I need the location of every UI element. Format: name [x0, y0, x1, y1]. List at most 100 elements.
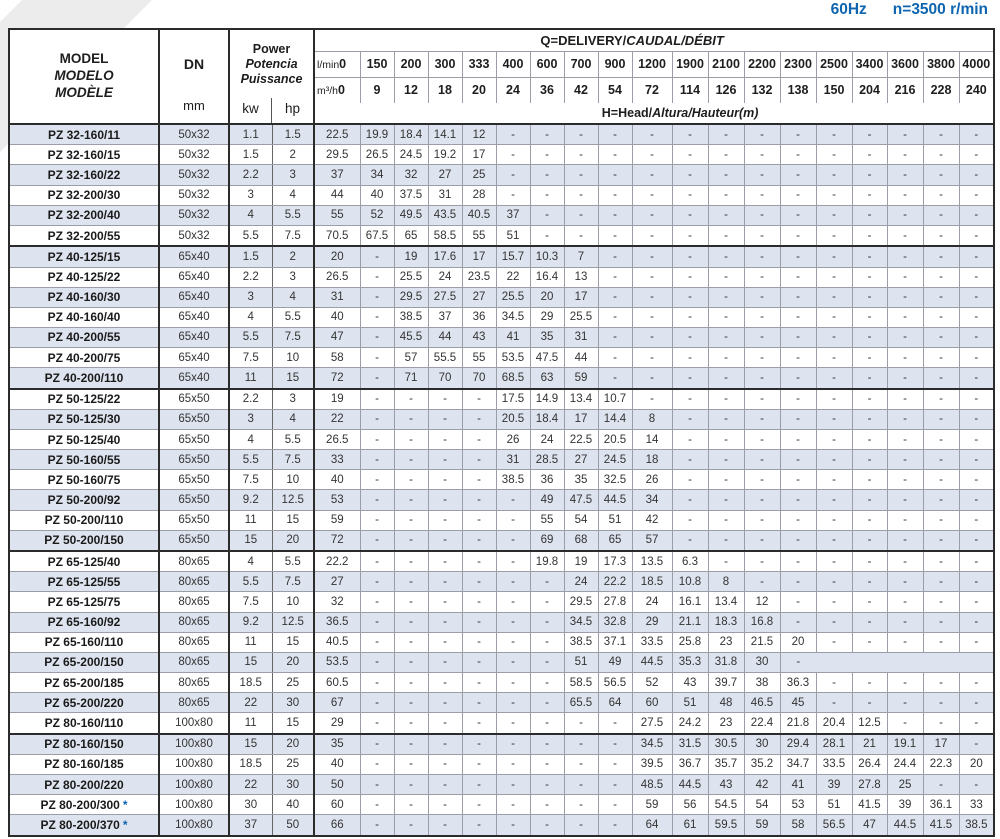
pump-performance-table: MODEL MODELO MODÈLE DN mm Power Potencia… — [8, 28, 996, 837]
head-value-cell: - — [851, 205, 887, 226]
head-value-cell: - — [815, 672, 852, 694]
head-value-cell: 29 — [631, 612, 672, 633]
head-value-cell: - — [495, 814, 530, 837]
head-value-cell: - — [707, 144, 744, 166]
head-value-cell: 27 — [313, 571, 360, 593]
head-value-cell: - — [427, 652, 462, 674]
head-value-cell: - — [359, 530, 394, 552]
head-value-cell: - — [779, 652, 816, 674]
head-value-cell: - — [922, 692, 959, 714]
head-value-cell: - — [743, 124, 780, 146]
head-value-cell: - — [359, 307, 394, 328]
head-value-cell: 25.5 — [393, 267, 428, 288]
table-row: PZ 65-125/75 80x65 7.5 10 32- - - - - -29.5 27.8 24… — [9, 591, 995, 613]
head-value-cell: - — [597, 246, 632, 268]
head-value-cell: 42 — [743, 774, 780, 796]
power-kw-cell: 37 — [229, 814, 273, 837]
head-value-cell: - — [958, 510, 995, 531]
head-value-cell: 28.1 — [815, 733, 852, 755]
head-value-cell: - — [743, 246, 780, 268]
power-kw-cell: 1.1 — [229, 124, 273, 146]
head-value-cell: 13.5 — [631, 550, 672, 573]
head-value-cell: - — [851, 185, 887, 206]
table-row: PZ 80-160/110 100x80 11 15 29- - - - - - - -27.5 24.… — [9, 712, 995, 735]
table-row: PZ 80-200/220 100x80 22 30 50- - - - - - - -48.5 44.… — [9, 774, 995, 796]
head-value-cell: - — [461, 591, 496, 613]
dn-cell: 65x50 — [159, 530, 230, 552]
head-value-cell: - — [597, 267, 632, 288]
head-value-cell: - — [779, 144, 816, 166]
head-value-cell: - — [393, 612, 428, 633]
head-value-cell: - — [886, 632, 923, 653]
head-value-cell: 54 — [743, 794, 780, 816]
model-label-es: MODELO — [54, 68, 114, 84]
head-value-cell: 43 — [707, 774, 744, 796]
head-value-cell: - — [359, 449, 394, 471]
power-hp-cell: 20 — [272, 530, 315, 552]
power-hp-cell: 4 — [272, 185, 315, 206]
head-value-cell: - — [922, 164, 959, 186]
head-value-cell: - — [922, 225, 959, 248]
table-row: PZ 50-200/150 65x50 15 20 72- - - - -69 68 65 57- - -… — [9, 530, 995, 552]
head-value-cell: 26.5 — [313, 429, 360, 451]
head-value-cell: - — [631, 144, 672, 166]
head-value-cell: 59 — [563, 367, 598, 390]
head-value-cell: 47.5 — [529, 347, 564, 369]
head-value-cell: - — [359, 510, 394, 531]
dn-cell: 65x50 — [159, 409, 230, 430]
hp-unit-label: hp — [271, 98, 312, 122]
dn-cell: 65x40 — [159, 287, 230, 308]
m3h-column-header: 216 — [886, 77, 923, 103]
head-value-cell: 31.8 — [707, 652, 744, 674]
head-value-cell: - — [563, 814, 598, 837]
head-value-cell: 30.5 — [707, 733, 744, 755]
head-value-cell: - — [958, 733, 995, 755]
dn-cell: 100x80 — [159, 814, 230, 837]
head-value-cell: - — [393, 692, 428, 714]
head-value-cell: 37 — [495, 205, 530, 226]
lmin-column-header: 333 — [461, 51, 496, 78]
head-value-cell: - — [563, 794, 598, 816]
power-kw-cell: 11 — [229, 632, 273, 653]
power-kw-cell: 22 — [229, 692, 273, 714]
head-value-cell: 36.5 — [313, 612, 360, 633]
dn-cell: 80x65 — [159, 652, 230, 674]
head-value-cell: 14.1 — [427, 124, 462, 146]
dn-cell: 65x40 — [159, 347, 230, 369]
head-value-cell: - — [529, 692, 564, 714]
head-value-cell: - — [631, 267, 672, 288]
head-value-cell: - — [958, 144, 995, 166]
power-hp-cell: 5.5 — [272, 205, 315, 226]
table-row: PZ 40-160/40 65x40 4 5.5 40-38.5 37 36 34.5 29 25… — [9, 307, 995, 328]
model-cell: PZ 80-200/370 * — [9, 814, 160, 837]
head-value-cell: - — [815, 327, 852, 349]
head-value-cell: - — [815, 429, 852, 451]
model-cell: PZ 40-125/22 — [9, 267, 160, 288]
power-kw-cell: 4 — [229, 205, 273, 226]
head-value-cell: 19.9 — [359, 124, 394, 146]
model-cell: PZ 50-200/150 — [9, 530, 160, 552]
dn-cell: 50x32 — [159, 205, 230, 226]
model-cell: PZ 80-160/110 — [9, 712, 160, 735]
head-value-cell: - — [743, 185, 780, 206]
head-value-cell: 68 — [563, 530, 598, 552]
head-value-cell: 27.8 — [851, 774, 887, 796]
head-value-cell: 70 — [461, 367, 496, 390]
table-row: PZ 40-200/75 65x40 7.5 10 58-57 55.5 55 53.5 47.… — [9, 347, 995, 369]
footnote-star-icon: * — [122, 797, 128, 812]
head-value-cell: 66 — [313, 814, 360, 837]
head-value-cell: - — [427, 774, 462, 796]
m3h-column-header: 204 — [851, 77, 887, 103]
head-value-cell: 40 — [313, 754, 360, 776]
head-value-cell: 13.4 — [707, 591, 744, 613]
head-value-cell: 64 — [631, 814, 672, 837]
m3h-unit-cell: m³/h0 — [314, 77, 360, 103]
m3h-column-header: 240 — [958, 77, 995, 103]
head-value-cell: - — [461, 571, 496, 593]
head-value-cell: 64 — [597, 692, 632, 714]
head-value-cell: - — [359, 652, 394, 674]
head-value-cell: - — [886, 449, 923, 471]
head-value-cell: 59.5 — [707, 814, 744, 837]
head-value-cell: - — [886, 307, 923, 328]
head-value-cell: - — [631, 205, 672, 226]
